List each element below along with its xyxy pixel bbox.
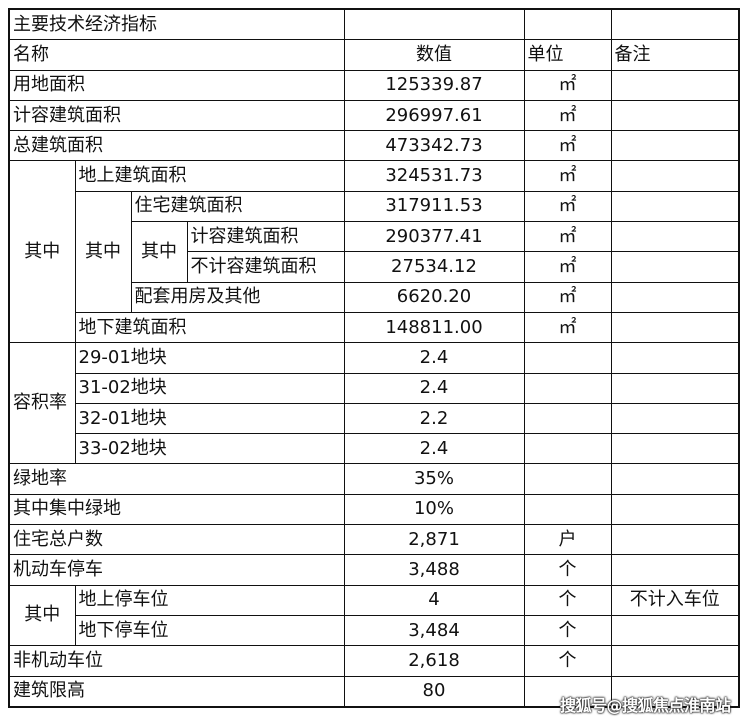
row-unit: ㎡	[523, 190, 612, 223]
row-value: 473342.73	[343, 130, 525, 162]
header-remark: 备注	[610, 39, 740, 71]
row-unit: 个	[523, 645, 612, 677]
row-remark: 不计入车位	[610, 584, 740, 616]
row-value: 3,488	[343, 554, 525, 586]
row-label: 计容建筑面积	[186, 221, 345, 253]
header-value: 数值	[343, 39, 525, 71]
table-row: 其中 地上建筑面积 324531.73 ㎡	[8, 160, 740, 344]
row-unit: ㎡	[523, 281, 612, 313]
row-label: 总建筑面积	[8, 130, 345, 162]
table-row: 非机动车位 2,618 个	[8, 645, 740, 677]
row-value: 2.4	[343, 342, 525, 374]
row-value: 80	[343, 675, 525, 708]
row-value: 2,618	[343, 645, 525, 677]
table-row: 其中 计容建筑面积 290377.41 ㎡	[9, 221, 740, 283]
table-row: 地下停车位 3,484 个	[9, 614, 740, 647]
table-row: 总建筑面积 473342.73 ㎡	[8, 130, 740, 162]
table-row: 配套用房及其他 6620.20 ㎡	[9, 281, 740, 313]
row-unit: ㎡	[523, 99, 612, 132]
row-label: 地下停车位	[74, 614, 345, 647]
row-unit: ㎡	[523, 160, 612, 192]
row-label: 配套用房及其他	[130, 281, 345, 313]
row-unit: ㎡	[523, 251, 612, 283]
header-name: 名称	[8, 39, 345, 71]
group-label: 其中	[130, 221, 188, 283]
table-row: 其中集中绿地 10%	[8, 493, 740, 526]
row-label: 计容建筑面积	[8, 99, 345, 132]
row-label: 其中集中绿地	[8, 493, 345, 526]
header-unit: 单位	[523, 39, 612, 71]
table-row: 计容建筑面积 296997.61 ㎡	[8, 99, 740, 132]
technical-indicators-table: 主要技术经济指标 名称 数值 单位 备注 用地面积 125339.87 ㎡ 计容建筑面积 2…	[8, 8, 740, 708]
group-label: 其中	[8, 584, 76, 647]
row-label: 不计容建筑面积	[186, 251, 345, 283]
row-label: 地上停车位	[74, 584, 345, 616]
table-row: 机动车停车 3,488 个	[8, 554, 740, 586]
table-row: 33-02地块 2.4	[9, 433, 740, 465]
row-unit: 个	[523, 554, 612, 586]
row-label: 机动车停车	[8, 554, 345, 586]
row-value: 296997.61	[343, 99, 525, 132]
row-value: 27534.12	[343, 251, 525, 283]
row-value: 4	[343, 584, 525, 616]
row-value: 317911.53	[343, 190, 525, 223]
row-value: 3,484	[343, 614, 525, 647]
row-unit: ㎡	[523, 311, 612, 344]
table-row: 容积率 29-01地块 2.4	[8, 342, 740, 465]
row-label: 地下建筑面积	[74, 311, 345, 344]
row-label: 用地面积	[8, 69, 345, 101]
row-label: 31-02地块	[74, 372, 345, 404]
row-unit: ㎡	[523, 69, 612, 101]
row-unit: 户	[523, 524, 612, 556]
table-row: 绿地率 35%	[8, 463, 740, 495]
row-value: 10%	[343, 493, 525, 526]
row-label: 住宅建筑面积	[130, 190, 345, 223]
row-label: 住宅总户数	[8, 524, 345, 556]
row-unit: ㎡	[523, 221, 612, 253]
row-value: 2,871	[343, 524, 525, 556]
row-value: 2.4	[343, 433, 525, 465]
table-row: 地下建筑面积 148811.00 ㎡	[9, 311, 740, 344]
group-label: 容积率	[8, 342, 76, 465]
row-value: 2.2	[343, 402, 525, 435]
row-value: 2.4	[343, 372, 525, 404]
row-value: 290377.41	[343, 221, 525, 253]
group-label: 其中	[74, 190, 132, 313]
row-unit: 个	[523, 614, 612, 647]
header-row: 名称 数值 单位 备注	[8, 39, 740, 71]
row-label: 29-01地块	[74, 342, 345, 374]
table-row: 不计容建筑面积 27534.12 ㎡	[9, 251, 740, 283]
table-row: 主要技术经济指标	[8, 8, 740, 41]
table-row: 建筑限高 80	[8, 675, 740, 708]
watermark: 搜狐号@搜狐焦点淮南站	[560, 696, 731, 715]
row-label: 非机动车位	[8, 645, 345, 677]
table-row: 32-01地块 2.2	[9, 402, 740, 435]
table-row: 住宅总户数 2,871 户	[8, 524, 740, 556]
table-title: 主要技术经济指标	[8, 8, 345, 41]
table-row: 31-02地块 2.4	[9, 372, 740, 404]
row-unit: 个	[523, 584, 612, 616]
table-row: 其中 住宅建筑面积 317911.53 ㎡	[9, 190, 740, 313]
row-label: 33-02地块	[74, 433, 345, 465]
table-row: 用地面积 125339.87 ㎡	[8, 69, 740, 101]
group-label: 其中	[8, 160, 76, 344]
table-row: 其中 地上停车位 4 个不计入车位	[8, 584, 740, 647]
row-label: 地上建筑面积	[74, 160, 345, 192]
row-value: 35%	[343, 463, 525, 495]
row-value: 324531.73	[343, 160, 525, 192]
row-value: 148811.00	[343, 311, 525, 344]
row-label: 32-01地块	[74, 402, 345, 435]
row-unit: ㎡	[523, 130, 612, 162]
row-value: 125339.87	[343, 69, 525, 101]
row-label: 绿地率	[8, 463, 345, 495]
row-value: 6620.20	[343, 281, 525, 313]
row-label: 建筑限高	[8, 675, 345, 708]
